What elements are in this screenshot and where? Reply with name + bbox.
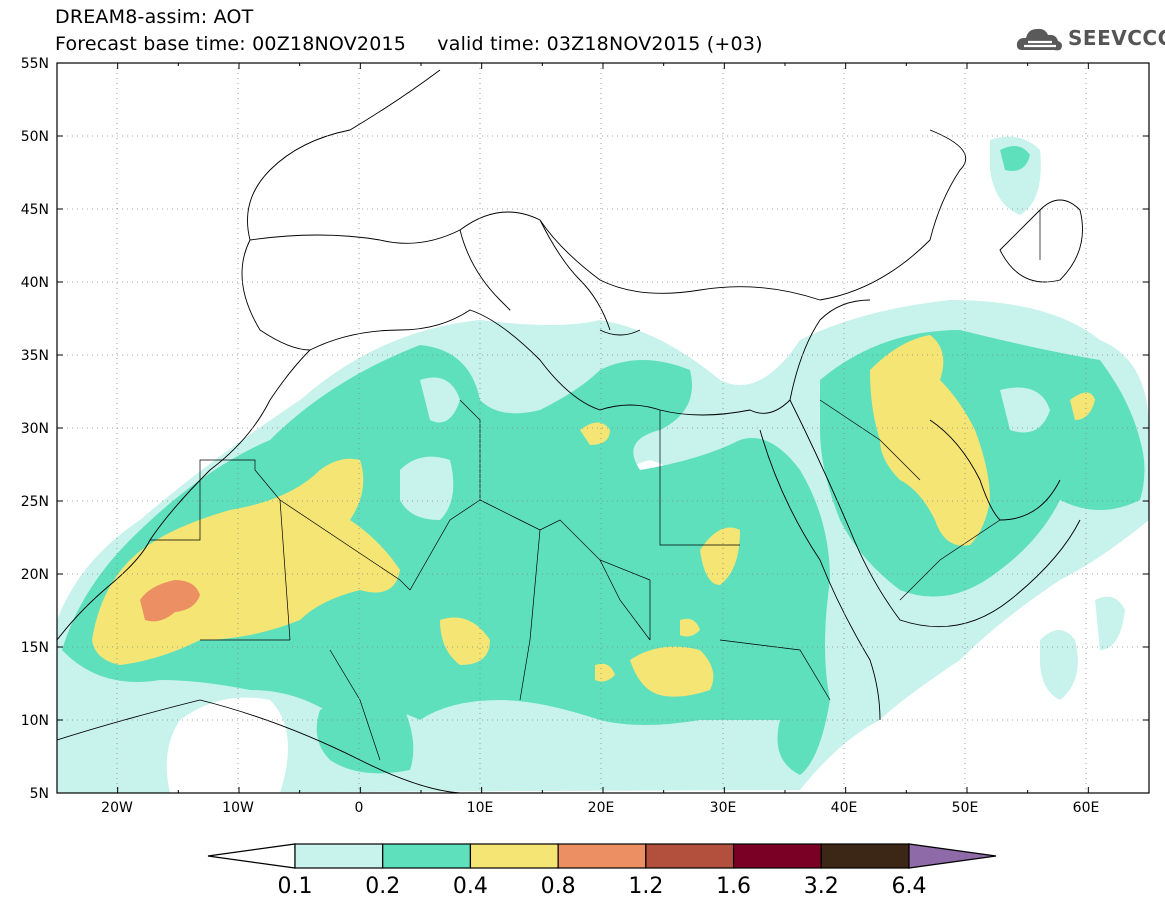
- aot-fill-layer: [57, 136, 1149, 793]
- lon-label: 0: [355, 800, 364, 816]
- lat-label: 40N: [21, 275, 49, 291]
- colorbar-level-label: 3.2: [804, 874, 839, 899]
- lat-label: 25N: [21, 494, 49, 510]
- cloud-icon: [1016, 28, 1062, 51]
- colorbar-level-label: 0.2: [365, 874, 400, 899]
- lat-label: 30N: [21, 421, 49, 437]
- colorbar-level-label: 0.8: [541, 874, 576, 899]
- lon-label: 30E: [710, 800, 737, 816]
- lat-label: 35N: [21, 348, 49, 364]
- lon-label: 50E: [952, 800, 979, 816]
- aot-band-0.8: [140, 580, 200, 622]
- colorbar-segment: [207, 843, 296, 869]
- lat-label: 50N: [21, 129, 49, 145]
- lon-label: 20W: [101, 800, 133, 816]
- aot-colorbar: 0.1 0.2 0.4 0.8 1.2 1.6 3.2 6.4: [207, 843, 997, 899]
- lon-label: 60E: [1073, 800, 1100, 816]
- colorbar-level-label: 0.4: [453, 874, 488, 899]
- colorbar-segment: [732, 843, 822, 869]
- colorbar-segment: [469, 843, 559, 869]
- gridlines: [57, 63, 1149, 793]
- lat-label: 5N: [30, 786, 49, 802]
- lat-label: 10N: [21, 713, 49, 729]
- lon-label: 10W: [222, 800, 254, 816]
- colorbar-segment: [557, 843, 647, 869]
- lat-label: 20N: [21, 567, 49, 583]
- aot-band-0.1-inner: [400, 377, 1050, 520]
- coastlines: [57, 69, 1083, 793]
- lon-label: 10E: [467, 800, 494, 816]
- lat-label: 55N: [21, 56, 49, 72]
- axis-ticks: [56, 62, 1150, 794]
- logo-text: SEEVCCC: [1068, 26, 1165, 50]
- latitude-labels: 55N 50N 45N 40N 35N 30N 25N 20N 15N 10N …: [21, 56, 49, 802]
- colorbar-segment: [908, 843, 997, 869]
- seevccc-logo: SEEVCCC: [1016, 22, 1165, 58]
- lat-label: 15N: [21, 640, 49, 656]
- country-borders: [150, 210, 1041, 761]
- map-title: DREAM8-assim: AOT: [55, 6, 254, 28]
- colorbar-segment: [645, 843, 735, 869]
- lon-label: 40E: [831, 800, 858, 816]
- colorbar-segment: [382, 843, 472, 869]
- colorbar-level-label: 1.6: [716, 874, 751, 899]
- colorbar-level-label: 0.1: [278, 874, 313, 899]
- lon-label: 20E: [588, 800, 615, 816]
- colorbar-segment: [294, 843, 384, 869]
- longitude-labels: 20W 10W 0 10E 20E 30E 40E 50E 60E: [101, 800, 1099, 816]
- lat-label: 45N: [21, 202, 49, 218]
- colorbar-segment: [820, 843, 910, 869]
- colorbar-level-label: 6.4: [892, 874, 927, 899]
- colorbar-level-label: 1.2: [628, 874, 663, 899]
- forecast-times: Forecast base time: 00Z18NOV2015 valid t…: [55, 33, 763, 55]
